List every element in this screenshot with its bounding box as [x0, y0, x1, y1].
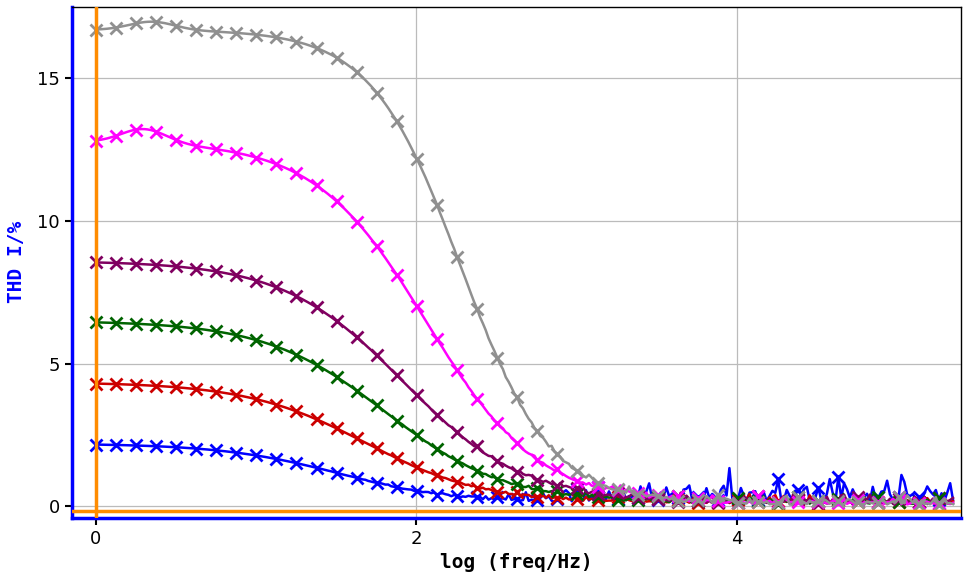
20 mV: [948, 494, 959, 501]
10 mV: [93, 380, 105, 387]
15 mV: [600, 493, 612, 500]
5 mV: [948, 497, 959, 504]
30 mV: [948, 499, 959, 506]
10 mV: [870, 498, 882, 505]
5 mV: [600, 496, 612, 503]
5 mV: [815, 496, 827, 503]
20 mV: [93, 259, 105, 266]
10 mV: [724, 500, 736, 507]
30 mV: [856, 501, 867, 508]
40 mV: [815, 500, 827, 507]
30 mV: [815, 501, 827, 508]
30 mV: [873, 499, 885, 506]
10 mV: [948, 497, 959, 504]
15 mV: [812, 498, 824, 505]
5 mV: [93, 441, 105, 448]
15 mV: [90, 319, 102, 326]
20 mV: [600, 492, 612, 499]
40 mV: [933, 501, 945, 508]
30 mV: [136, 126, 147, 133]
10 mV: [615, 496, 626, 503]
15 mV: [948, 500, 959, 507]
Line: 15 mV: 15 mV: [90, 317, 958, 510]
5 mV: [90, 441, 102, 448]
15 mV: [615, 495, 626, 502]
20 mV: [812, 501, 824, 508]
30 mV: [600, 485, 612, 492]
30 mV: [90, 137, 102, 144]
40 mV: [90, 26, 102, 33]
15 mV: [597, 494, 609, 501]
15 mV: [867, 492, 879, 499]
5 mV: [597, 499, 609, 505]
40 mV: [948, 501, 959, 508]
10 mV: [600, 497, 612, 504]
30 mV: [603, 485, 615, 492]
40 mV: [870, 498, 882, 505]
5 mV: [870, 495, 882, 502]
5 mV: [603, 488, 615, 495]
40 mV: [603, 485, 615, 492]
20 mV: [90, 259, 102, 266]
5 mV: [618, 488, 629, 495]
Line: 20 mV: 20 mV: [90, 257, 958, 510]
Line: 30 mV: 30 mV: [90, 123, 958, 510]
40 mV: [600, 482, 612, 489]
10 mV: [597, 497, 609, 504]
Y-axis label: THD I/%: THD I/%: [7, 221, 26, 303]
Line: 10 mV: 10 mV: [90, 378, 958, 508]
Line: 40 mV: 40 mV: [90, 16, 958, 511]
20 mV: [597, 492, 609, 499]
20 mV: [615, 494, 626, 501]
20 mV: [815, 498, 827, 505]
10 mV: [90, 380, 102, 387]
20 mV: [870, 499, 882, 506]
30 mV: [618, 489, 629, 496]
30 mV: [93, 137, 105, 144]
X-axis label: log (freq/Hz): log (freq/Hz): [440, 553, 592, 572]
15 mV: [93, 319, 105, 326]
40 mV: [144, 18, 156, 25]
40 mV: [618, 488, 629, 494]
Line: 5 mV: 5 mV: [90, 439, 958, 508]
15 mV: [881, 500, 892, 507]
40 mV: [93, 26, 105, 33]
10 mV: [815, 497, 827, 504]
